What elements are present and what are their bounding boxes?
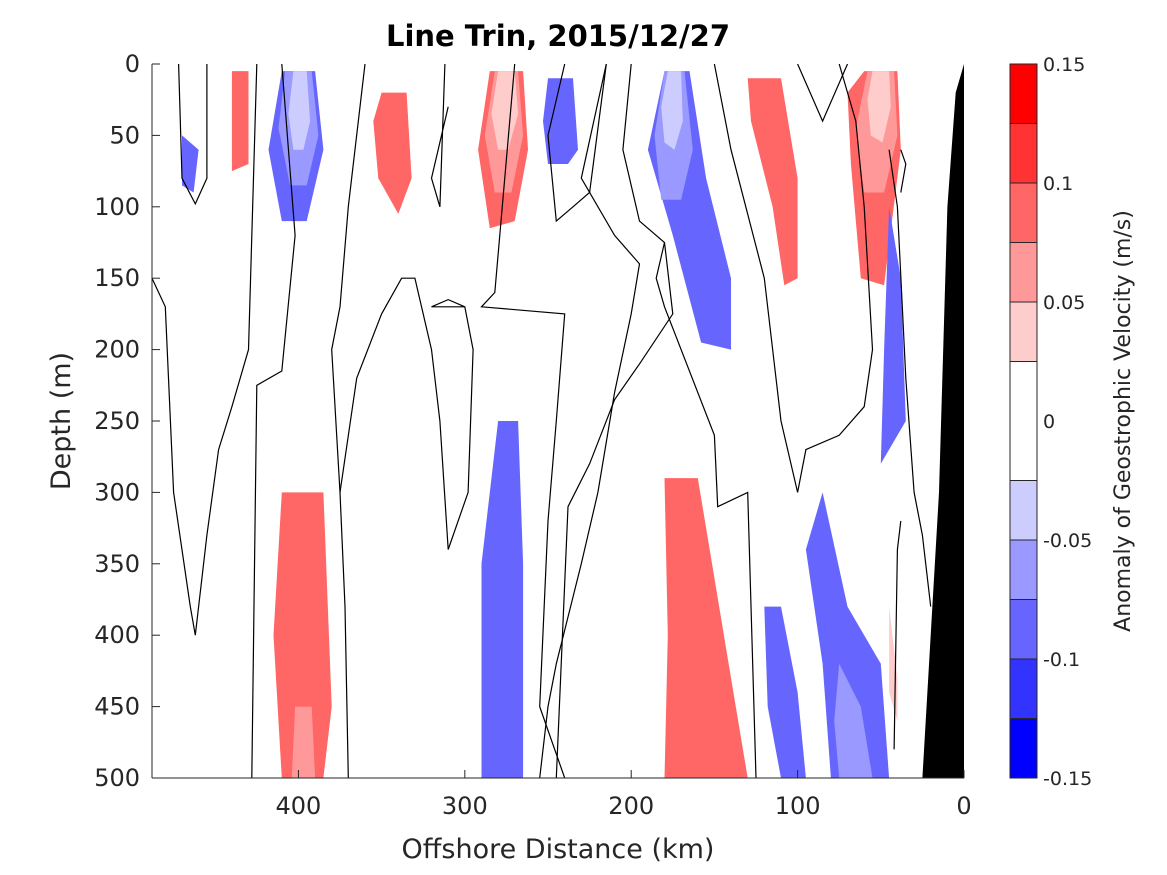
zero-contour-line-9	[539, 64, 641, 778]
colorbar-tick-label: 0	[1043, 411, 1055, 433]
colorbar-band	[1010, 659, 1037, 719]
y-tick-label: 100	[94, 193, 140, 221]
zero-contour-line-16	[893, 520, 902, 750]
positive-anomaly-patch-17	[273, 492, 332, 778]
colorbar-band	[1010, 183, 1037, 243]
negative-anomaly-patch-23	[182, 135, 199, 193]
x-tick-label: 400	[276, 792, 322, 820]
zero-contour-line-2	[251, 64, 296, 778]
negative-anomaly-patch-2	[288, 71, 311, 150]
colorbar-title: Anomaly of Geostrophic Velocity (m/s)	[1111, 210, 1136, 632]
y-tick-label: 200	[94, 336, 140, 364]
positive-anomaly-patch-20	[664, 478, 748, 778]
chart-title: Line Trin, 2015/12/27	[386, 19, 730, 53]
zero-contour-line-12	[713, 64, 874, 493]
negative-anomaly-patch-22	[880, 206, 906, 464]
colorbar-tick-label: 0.15	[1043, 54, 1085, 76]
colorbar-band	[1010, 242, 1037, 302]
y-tick-label: 500	[94, 764, 140, 792]
seafloor-bathymetry	[922, 64, 964, 778]
positive-anomaly-patch-5	[491, 71, 519, 150]
negative-anomaly-patch-15	[805, 492, 890, 778]
negative-anomaly-patch-21	[764, 606, 806, 778]
colorbar-tick-label: -0.15	[1043, 768, 1092, 790]
colorbar-tick-label: -0.1	[1043, 649, 1080, 671]
colorbar-band	[1010, 64, 1037, 124]
y-tick-label: 350	[94, 550, 140, 578]
negative-anomaly-patch-13	[543, 78, 578, 164]
colorbar-band	[1010, 123, 1037, 183]
zero-contour-line-8	[547, 64, 607, 223]
zero-contour-line-11	[655, 242, 757, 778]
colorbar-band	[1010, 302, 1037, 362]
positive-anomaly-patch-12	[373, 92, 412, 214]
y-tick-label: 0	[125, 50, 140, 78]
positive-anomaly-patch-14	[747, 78, 798, 286]
colorbar-tick-label: -0.05	[1043, 530, 1092, 552]
colorbar: 0.15 0.1 0.05 0 -0.05 -0.1 -0.15	[1009, 54, 1092, 790]
positive-anomaly-patch-11	[867, 71, 891, 143]
colorbar-band	[1010, 361, 1037, 481]
negative-anomaly-patch-19	[481, 421, 524, 778]
y-tick-label: 450	[94, 693, 140, 721]
y-axis-title: Depth (m)	[46, 352, 77, 490]
x-tick-label: 0	[956, 792, 971, 820]
zero-contour-line-14	[797, 64, 849, 123]
y-tick-label: 250	[94, 407, 140, 435]
x-tick-label: 200	[608, 792, 654, 820]
zero-contour-line-7	[480, 64, 566, 778]
y-tick-label: 150	[94, 264, 140, 292]
colorbar-band	[1010, 480, 1037, 540]
x-tick-label: 100	[775, 792, 821, 820]
zero-contour-lines	[152, 64, 932, 778]
zero-contour-line-5	[339, 277, 449, 550]
zero-contour-line-15	[900, 149, 907, 193]
colorbar-band	[1010, 540, 1037, 600]
y-tick-label: 50	[109, 121, 140, 149]
colorbar-tick-label: 0.1	[1043, 173, 1073, 195]
x-axis: 400 300 200 100 0	[276, 770, 972, 820]
negative-anomaly-patch-8	[661, 71, 683, 150]
zero-contour-line-13	[888, 149, 932, 607]
velocity-contour-fills	[182, 71, 906, 778]
positive-anomaly-patch-24	[231, 71, 249, 172]
zero-contour-line-10	[555, 64, 674, 778]
zero-contour-line-4	[430, 64, 449, 207]
x-axis-title: Offshore Distance (km)	[402, 834, 715, 865]
x-tick-label: 300	[442, 792, 488, 820]
y-tick-label: 400	[94, 621, 140, 649]
positive-anomaly-patch-18	[291, 706, 316, 778]
negative-anomaly-patch-16	[834, 663, 873, 778]
colorbar-band	[1010, 718, 1037, 778]
zero-contour-line-0	[178, 64, 208, 206]
colorbar-band	[1010, 599, 1037, 659]
seafloor-fill	[922, 64, 964, 778]
colorbar-tick-label: 0.05	[1043, 292, 1085, 314]
zero-contour-line-1	[152, 64, 258, 636]
zero-contour-line-3	[331, 64, 366, 778]
zero-contour-line-6	[431, 298, 474, 550]
y-axis: 0 50 100 150 200 250 300 350 400 450 500	[94, 50, 160, 792]
y-tick-label: 300	[94, 478, 140, 506]
